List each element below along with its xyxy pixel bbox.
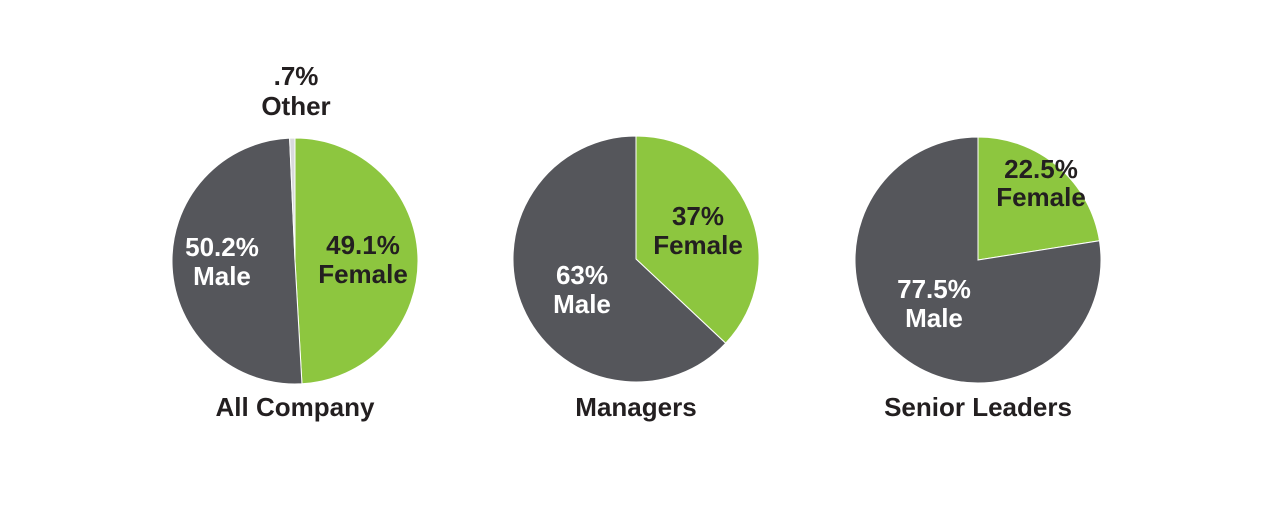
pie-managers: 37%Female 63%Male Managers xyxy=(512,135,760,422)
pie-slice-male xyxy=(512,135,727,383)
slice-value-label: 22.5% xyxy=(1004,154,1078,184)
chart-title: Managers xyxy=(575,392,696,422)
pie-slice-female xyxy=(635,135,760,344)
slice-value-label: 63% xyxy=(556,260,608,290)
slice-name-label: Female xyxy=(996,182,1086,212)
slice-value-label: 50.2% xyxy=(185,232,259,262)
pie-slice-female xyxy=(977,136,1101,261)
pie-senior-leaders: 22.5%Female 77.5%Male Senior Leaders xyxy=(854,136,1102,422)
slice-name-label: Other xyxy=(261,91,330,121)
chart-title: All Company xyxy=(216,392,375,422)
slice-name-label: Male xyxy=(553,289,611,319)
pie-slice-male xyxy=(854,136,1102,384)
slice-name-label: Male xyxy=(193,261,251,291)
slice-name-label: Female xyxy=(318,259,408,289)
chart-title: Senior Leaders xyxy=(884,392,1072,422)
pie-slice-other xyxy=(289,137,296,262)
slice-value-label: .7% xyxy=(274,61,319,91)
pie-slice-male xyxy=(171,137,303,385)
slice-value-label: 77.5% xyxy=(897,274,971,304)
slice-name-label: Female xyxy=(653,230,743,260)
pie-all-company: 49.1%Female 50.2%Male .7%Other All Company xyxy=(171,61,419,422)
slice-value-label: 49.1% xyxy=(326,230,400,260)
slice-value-label: 37% xyxy=(672,201,724,231)
slice-name-label: Male xyxy=(905,303,963,333)
pie-slice-female xyxy=(294,137,419,385)
